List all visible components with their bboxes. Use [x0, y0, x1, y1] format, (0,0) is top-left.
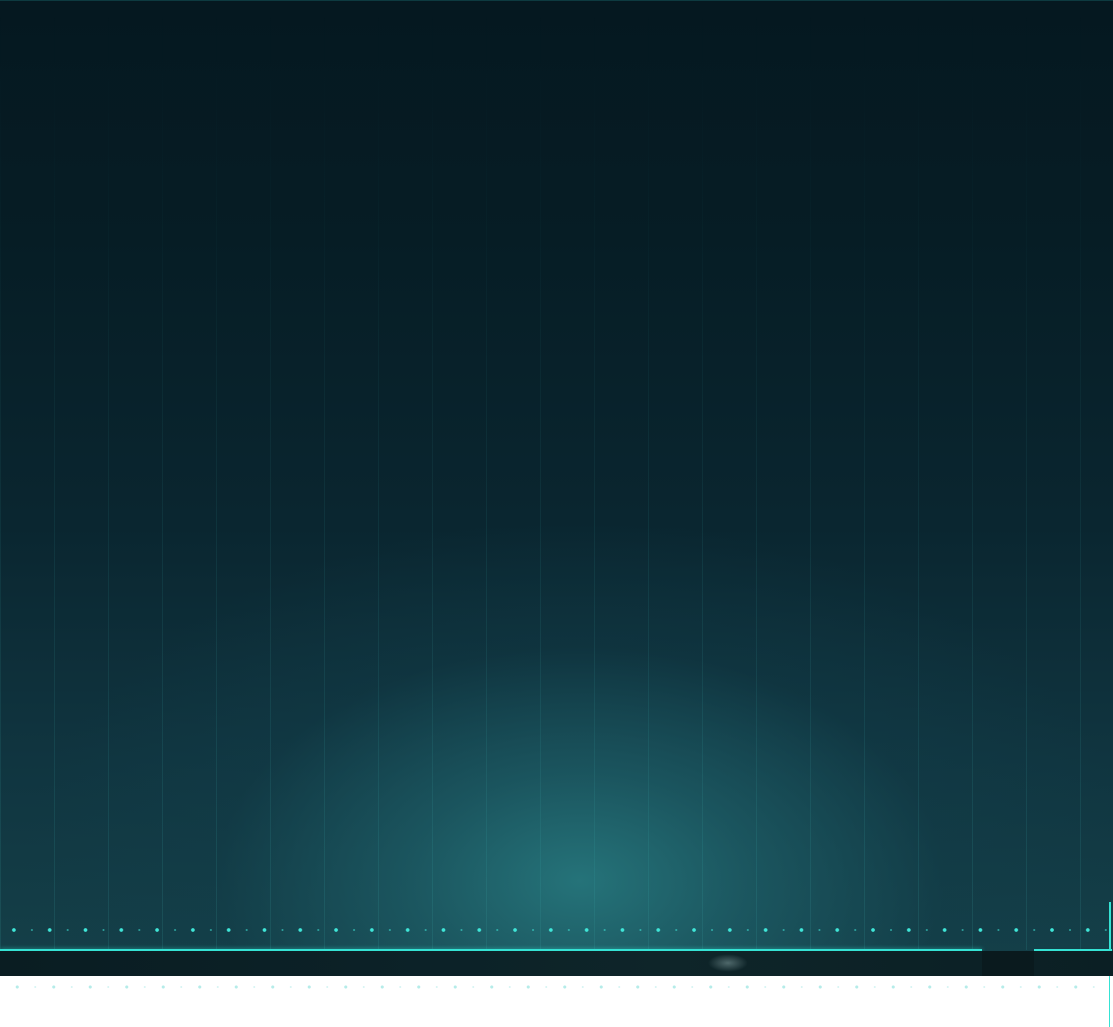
corner-bracket: [1109, 902, 1111, 951]
band-block: [982, 951, 1034, 976]
vertical-gridlines: [0, 0, 1113, 950]
cyan-line-segment: [1034, 949, 1112, 951]
dark-band: [0, 951, 1113, 976]
band-glint: [708, 954, 748, 972]
cyan-progress-line: [0, 949, 982, 951]
footer-dot-row: [0, 984, 1108, 990]
glow-stage: [0, 0, 1113, 951]
cyan-dot-row: [0, 926, 1110, 934]
right-rail: [1109, 976, 1110, 1027]
